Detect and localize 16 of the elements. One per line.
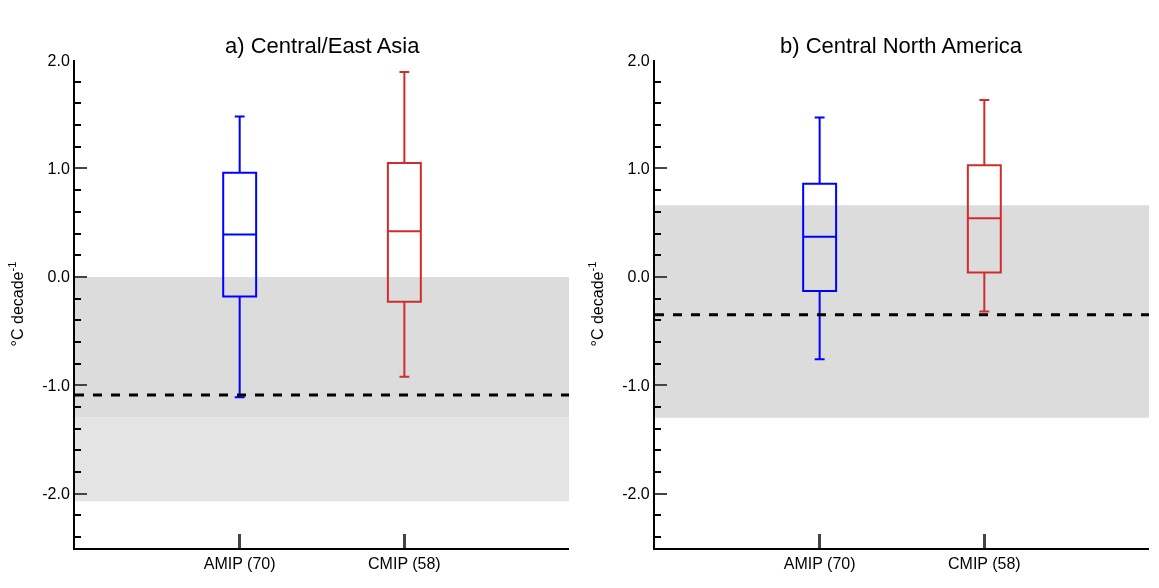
y-tick-label: 0.0 xyxy=(627,268,650,286)
y-tick-label: 0.0 xyxy=(47,268,70,286)
y-tick-label: 2.0 xyxy=(627,51,650,69)
y-tick-label: 2.0 xyxy=(47,51,70,69)
y-tick-label: 1.0 xyxy=(627,160,650,178)
x-tick-label: AMIP (70) xyxy=(203,555,276,573)
x-tick-label: AMIP (70) xyxy=(783,555,856,573)
x-tick-label: CMIP (58) xyxy=(368,555,441,573)
x-tick-label: CMIP (58) xyxy=(948,555,1021,573)
y-tick-label: -2.0 xyxy=(42,485,70,503)
y-tick-label: -1.0 xyxy=(622,376,650,394)
y-tick-label: 1.0 xyxy=(47,160,70,178)
chart-title: a) Central/East Asia xyxy=(225,33,421,58)
chart-title: b) Central North America xyxy=(780,33,1023,58)
y-tick-label: -1.0 xyxy=(42,376,70,394)
y-tick-label: -2.0 xyxy=(622,485,650,503)
